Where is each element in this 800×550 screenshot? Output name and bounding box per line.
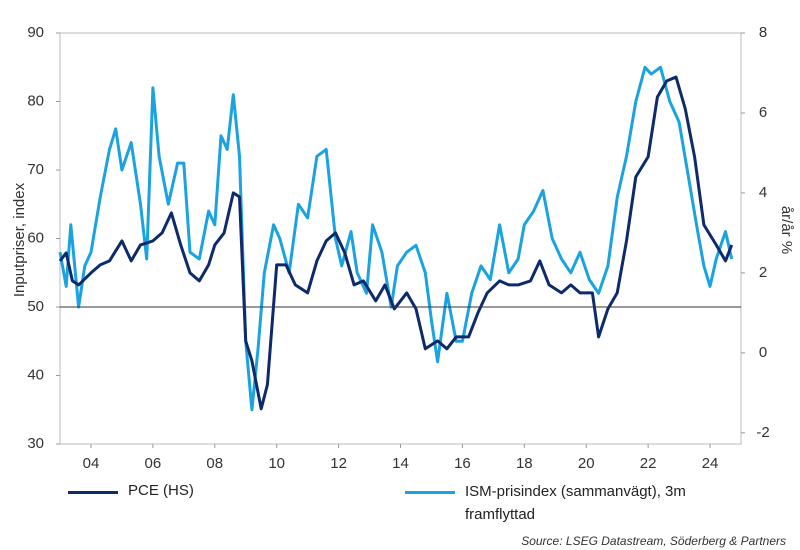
x-tick-label: 22 — [640, 455, 657, 470]
x-tick-label: 20 — [578, 455, 595, 470]
x-tick-label: 18 — [516, 455, 533, 470]
y2-tick-label: 6 — [759, 104, 767, 121]
y2-tick-label: 2 — [759, 264, 767, 281]
x-tick-label: 04 — [83, 455, 100, 470]
x-tick-label: 16 — [454, 455, 471, 470]
y2-tick-label: -2 — [756, 424, 769, 441]
legend-swatch — [405, 491, 455, 494]
y2-axis-label: år/år % — [778, 206, 795, 254]
chart: Inputpriser, index år/år % 3040506070809… — [11, 24, 795, 472]
y-tick-label: 50 — [27, 298, 44, 315]
series-line — [58, 75, 734, 411]
y-tick-label: 60 — [27, 229, 44, 246]
y2-tick-label: 0 — [759, 344, 767, 361]
y-axis-label: Inputpriser, index — [11, 182, 28, 297]
x-tick-label: 14 — [392, 455, 409, 470]
y2-tick-label: 4 — [759, 184, 767, 201]
legend-label: ISM-prisindex (sammanvägt), 3m framflytt… — [465, 483, 686, 523]
x-tick-label: 10 — [268, 455, 285, 470]
legend-swatch — [68, 491, 118, 494]
x-tick-label: 24 — [702, 455, 719, 470]
legend-item: ISM-prisindex (sammanvägt), 3m framflytt… — [405, 482, 735, 526]
y-tick-label: 40 — [27, 366, 44, 383]
x-tick-label: 08 — [206, 455, 223, 470]
legend-label: PCE (HS) — [128, 482, 194, 499]
y-tick-label: 70 — [27, 161, 44, 178]
y-tick-label: 30 — [27, 435, 44, 452]
y-tick-label: 80 — [27, 92, 44, 109]
x-tick-label: 06 — [145, 455, 162, 470]
source: Source: LSEG Datastream, Söderberg & Par… — [521, 534, 786, 548]
x-tick-label: 12 — [330, 455, 347, 470]
series-line — [58, 65, 734, 412]
legend-item: PCE (HS) — [68, 482, 194, 499]
y-tick-label: 90 — [27, 24, 44, 41]
y2-tick-label: 8 — [759, 24, 767, 41]
